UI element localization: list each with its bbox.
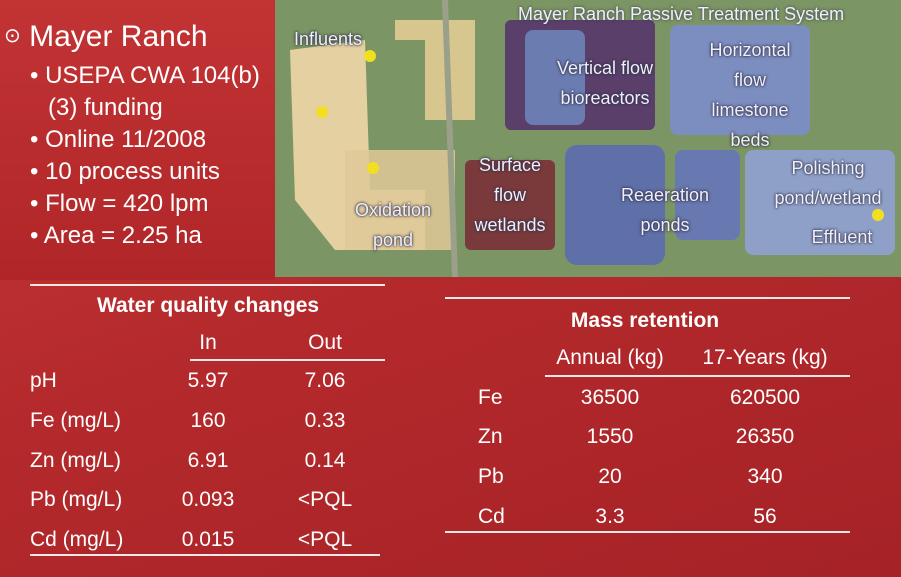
bullet-item: • Area = 2.25 ha <box>30 222 202 249</box>
row-label: Cd <box>478 505 505 528</box>
map-label: Reaeration ponds <box>620 185 710 235</box>
table-cell: <PQL <box>297 528 353 551</box>
rule <box>445 297 850 299</box>
table-cell: <PQL <box>297 488 353 511</box>
table-cell: 56 <box>753 505 777 528</box>
rule <box>190 359 385 361</box>
row-label: Zn (mg/L) <box>30 449 122 472</box>
table-cell: 0.093 <box>181 488 235 511</box>
bullet-item: • Flow = 420 lpm <box>30 190 209 217</box>
bullet-list: • USEPA CWA 104(b)(3) funding • Online 11… <box>30 60 270 252</box>
map-label: Polishing pond/wetland <box>774 158 882 208</box>
map-label: Effluent <box>811 227 873 247</box>
row-label: Cd (mg/L) <box>30 528 124 551</box>
table-cell: 20 <box>598 465 622 488</box>
table-cell: 0.33 <box>304 409 346 432</box>
map-label: Vertical flow bioreactors <box>556 58 654 108</box>
rule <box>30 284 385 286</box>
table-title: Water quality changes <box>96 294 320 317</box>
rule <box>545 375 850 377</box>
table-cell: 620500 <box>729 386 801 409</box>
heading-row: ⊙ Mayer Ranch <box>4 20 208 54</box>
rule <box>445 531 850 533</box>
bullet-item: • 10 process units <box>30 158 220 185</box>
column-header: Out <box>308 331 342 354</box>
row-label: Fe (mg/L) <box>30 409 122 432</box>
bullet-icon: ⊙ <box>4 25 21 47</box>
rule <box>30 554 380 556</box>
table-cell: 1550 <box>586 425 634 448</box>
table-cell: 7.06 <box>304 369 346 392</box>
row-label: Pb <box>478 465 504 488</box>
table-cell: 6.91 <box>187 449 229 472</box>
heading: Mayer Ranch <box>29 20 208 53</box>
table-cell: 36500 <box>580 386 640 409</box>
column-header: 17-Years (kg) <box>702 346 828 369</box>
row-label: Pb (mg/L) <box>30 488 123 511</box>
table-cell: 0.14 <box>304 449 346 472</box>
row-label: Zn <box>478 425 503 448</box>
row-label: pH <box>30 369 57 392</box>
table-cell: 3.3 <box>595 505 625 528</box>
map-label: Oxidation pond <box>354 200 432 250</box>
aerial-photo <box>275 0 901 277</box>
map-title: Mayer Ranch Passive Treatment System <box>518 4 845 24</box>
map-label: Influents <box>293 29 363 49</box>
left-panel <box>0 0 275 280</box>
table-cell: 26350 <box>735 425 795 448</box>
table-cell: 0.015 <box>181 528 235 551</box>
table-cell: 340 <box>747 465 783 488</box>
map-label: Surface flow wetlands <box>474 155 546 235</box>
table-title: Mass retention <box>570 309 720 332</box>
bullet-item: • Online 11/2008 <box>30 126 207 153</box>
table-cell: 160 <box>190 409 226 432</box>
row-label: Fe <box>478 386 503 409</box>
column-header: Annual (kg) <box>556 346 664 369</box>
map-label: Horizontal flow limestone beds <box>709 40 791 150</box>
column-header: In <box>199 331 217 354</box>
bullet-item: • USEPA CWA 104(b)(3) funding <box>30 62 260 121</box>
table-cell: 5.97 <box>187 369 229 392</box>
